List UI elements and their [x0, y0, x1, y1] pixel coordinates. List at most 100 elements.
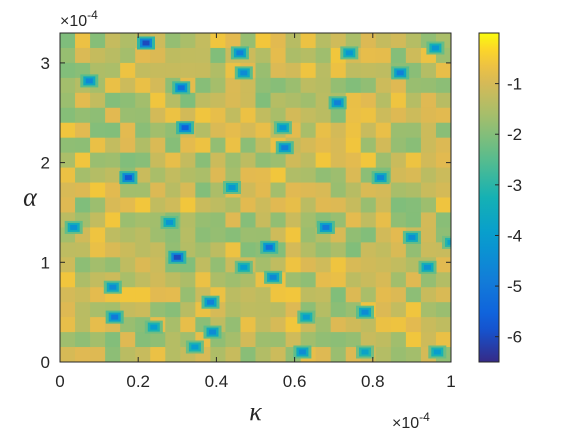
heatmap-cell [345, 182, 362, 199]
heatmap-cell [360, 62, 377, 79]
heatmap-cell [240, 242, 257, 258]
y-tick-label: 2 [41, 154, 50, 173]
heatmap-cell [360, 332, 377, 348]
heatmap-cell [330, 77, 347, 94]
heatmap-cell [390, 227, 407, 243]
heatmap-cell [120, 212, 136, 228]
heatmap-spot [391, 66, 410, 80]
heatmap-cell [420, 302, 437, 318]
heatmap-cell [405, 257, 422, 273]
heatmap-cell [255, 152, 272, 169]
heatmap-cell [75, 107, 91, 124]
heatmap-cell [180, 47, 196, 64]
heatmap-spot-layer [124, 175, 132, 181]
heatmap-cell [105, 332, 121, 348]
heatmap-cell [225, 302, 242, 318]
heatmap-cell [210, 347, 227, 362]
heatmap-cell [270, 257, 287, 273]
heatmap-cell [75, 33, 91, 49]
heatmap-cell [75, 332, 91, 348]
heatmap-cell [375, 47, 392, 64]
heatmap-cell [255, 332, 272, 348]
heatmap-cell [135, 347, 151, 362]
heatmap-spot-layer [345, 50, 353, 56]
heatmap-cell [375, 92, 392, 109]
heatmap-cell [120, 257, 136, 273]
heatmap-spot-layer [70, 224, 78, 230]
heatmap-spot [371, 171, 390, 185]
heatmap-spot-layer [240, 264, 248, 270]
heatmap-cell [165, 227, 181, 243]
heatmap-cell [195, 122, 211, 139]
heatmap-cell [105, 227, 121, 243]
heatmap-cell [360, 77, 377, 94]
heatmap-cell [240, 317, 257, 333]
heatmap-cell [165, 152, 181, 169]
heatmap-cell [180, 227, 196, 243]
heatmap-spot [316, 220, 335, 234]
heatmap-spot [264, 270, 283, 284]
heatmap-cell [150, 62, 166, 79]
heatmap-cell [345, 242, 362, 258]
heatmap-cell [375, 77, 392, 94]
heatmap-cell [330, 332, 347, 348]
heatmap-cell [270, 182, 287, 199]
heatmap-cell [180, 182, 196, 199]
heatmap-cell [345, 92, 362, 109]
heatmap-cell [375, 242, 392, 258]
heatmap-cell [255, 167, 272, 184]
heatmap-cell [120, 137, 136, 154]
heatmap-cell [60, 182, 76, 199]
heatmap-cell [150, 137, 166, 154]
heatmap-cell [225, 272, 242, 288]
heatmap-cell [90, 197, 106, 214]
heatmap-cell [420, 107, 437, 124]
heatmap-cell [345, 62, 362, 79]
heatmap-cell [195, 92, 211, 109]
heatmap-cell [135, 272, 151, 288]
heatmap-cell [225, 92, 242, 109]
heatmap-cell [420, 152, 437, 169]
heatmap-spot [144, 320, 163, 334]
heatmap-cell [375, 137, 392, 154]
heatmap-cell [315, 152, 332, 169]
heatmap-spot [234, 66, 253, 80]
heatmap-cell [390, 167, 407, 184]
heatmap-cell [135, 122, 151, 139]
heatmap-cell [360, 122, 377, 139]
heatmap-cell [315, 332, 332, 348]
heatmap-cell [165, 107, 181, 124]
heatmap-cell [405, 62, 422, 79]
heatmap-cell [420, 317, 437, 333]
heatmap-cell [390, 287, 407, 303]
heatmap-spot [105, 310, 124, 324]
heatmap-cell [195, 107, 211, 124]
heatmap-cell [225, 287, 242, 303]
heatmap-cell [345, 272, 362, 288]
heatmap-spot-layer [334, 100, 342, 106]
heatmap-cell [285, 182, 302, 199]
heatmap-cell [360, 212, 377, 228]
heatmap-spot-layer [173, 254, 181, 260]
heatmap-cell [405, 197, 422, 214]
heatmap-cell [330, 107, 347, 124]
heatmap-cell [105, 107, 121, 124]
heatmap-cell [195, 242, 211, 258]
y-tick-label: 0 [41, 353, 50, 372]
heatmap-cell [330, 272, 347, 288]
heatmap-cell [120, 242, 136, 258]
heatmap-cell [255, 212, 272, 228]
heatmap-cell [390, 137, 407, 154]
heatmap-cell [390, 302, 407, 318]
heatmap-spot [172, 81, 191, 95]
heatmap-cell [255, 47, 272, 64]
heatmap-cell [330, 137, 347, 154]
heatmap-cell [150, 347, 166, 362]
heatmap-cell [345, 152, 362, 169]
heatmap-cell [390, 212, 407, 228]
heatmap-cell [390, 92, 407, 109]
heatmap-cell [300, 212, 317, 228]
heatmap-cell [345, 107, 362, 124]
heatmap-cell [270, 332, 287, 348]
heatmap-cell [435, 167, 451, 184]
